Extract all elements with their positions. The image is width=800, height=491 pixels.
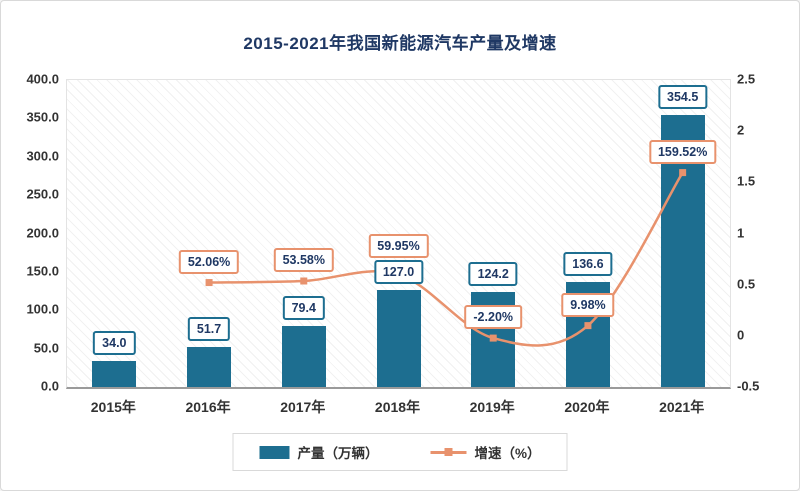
y-left-tick: 400.0 — [26, 71, 59, 87]
y-axis-right: 2.5 2 1.5 1 0.5 0 -0.5 — [737, 72, 787, 394]
x-axis-label: 2019年 — [469, 399, 515, 415]
x-axis-label: 2017年 — [280, 399, 326, 415]
line-point-label: 159.52% — [648, 139, 717, 164]
legend-item-production: 产量（万辆） — [259, 442, 378, 462]
y-right-tick: 1.5 — [737, 173, 756, 189]
x-axis-label: 2016年 — [185, 399, 231, 415]
bar-value-label: 127.0 — [373, 259, 424, 284]
x-axis-label: 2018年 — [374, 399, 421, 415]
line-swatch-marker — [444, 448, 453, 456]
legend: 产量（万辆） 增速（%） — [232, 433, 568, 471]
legend-label: 产量（万辆） — [297, 446, 379, 461]
line-point-label: 59.95% — [368, 233, 429, 258]
plot-area: 34.0 51.7 79.4 127.0 124.2 136.6 354.5 52.06% 53… — [66, 79, 731, 389]
legend-item-growth-rate: 增速（%） — [430, 442, 541, 462]
bar-value-label: 136.6 — [563, 252, 613, 277]
bar-value-label: 34.0 — [93, 330, 136, 355]
line-point-label: -2.20% — [464, 305, 523, 330]
y-right-tick: 2 — [737, 122, 745, 138]
x-axis-label: 2021年 — [659, 399, 705, 415]
y-left-tick: 200.0 — [26, 225, 59, 240]
bar — [187, 347, 232, 387]
y-left-tick: 0.0 — [40, 378, 59, 394]
bar-value-label: 51.7 — [187, 317, 231, 342]
y-left-tick: 150.0 — [26, 263, 59, 279]
y-axis-left: 400.0 350.0 300.0 250.0 200.0 150.0 100.0 50.0 0… — [9, 72, 59, 394]
legend-label: 增速（%） — [474, 446, 541, 461]
chart-title: 2015-2021年我国新能源汽车产量及增速 — [243, 34, 557, 53]
line-swatch-icon — [430, 447, 467, 457]
x-axis-label: 2020年 — [564, 399, 610, 415]
y-left-tick: 350.0 — [26, 109, 59, 125]
bar-value-label: 124.2 — [468, 261, 518, 286]
y-right-tick: 2.5 — [737, 71, 756, 87]
bar — [92, 360, 137, 387]
y-left-tick: 250.0 — [26, 186, 59, 202]
labels-layer: 34.0 51.7 79.4 127.0 124.2 136.6 354.5 52.06% 53… — [67, 80, 730, 387]
y-left-tick: 100.0 — [26, 301, 59, 317]
x-axis-label: 2015年 — [90, 399, 136, 415]
line-point-label: 53.58% — [273, 248, 334, 273]
y-right-tick: -0.5 — [737, 378, 760, 394]
y-left-tick: 50.0 — [33, 340, 59, 356]
y-left-tick: 300.0 — [26, 148, 59, 164]
y-right-tick: 0.5 — [737, 276, 756, 292]
line-point-label: 52.06% — [178, 249, 240, 274]
y-right-tick: 0 — [737, 327, 745, 343]
bar-value-label: 79.4 — [282, 296, 325, 321]
line-point-label: 9.98% — [561, 292, 615, 317]
bar-swatch-icon — [259, 445, 290, 459]
y-right-tick: 1 — [737, 225, 745, 240]
x-axis-labels: 2015年 2016年 2017年 2018年 2019年 2020年 2021年 — [66, 397, 729, 419]
bar-value-label: 354.5 — [658, 84, 708, 109]
